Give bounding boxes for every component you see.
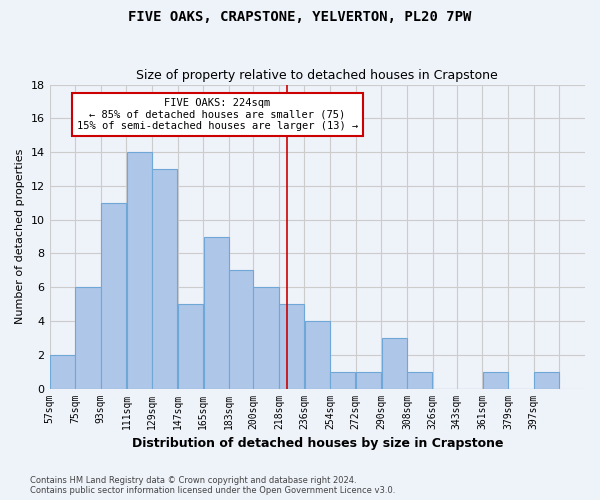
Bar [178, 304, 203, 388]
Bar [152, 169, 178, 388]
Bar [76, 287, 101, 388]
Bar [356, 372, 381, 388]
Bar [101, 203, 126, 388]
Bar [305, 321, 330, 388]
Bar [253, 287, 278, 388]
Bar [483, 372, 508, 388]
Bar [229, 270, 253, 388]
Bar [534, 372, 559, 388]
Bar [203, 236, 229, 388]
Y-axis label: Number of detached properties: Number of detached properties [15, 149, 25, 324]
Title: Size of property relative to detached houses in Crapstone: Size of property relative to detached ho… [136, 69, 498, 82]
Text: FIVE OAKS: 224sqm
← 85% of detached houses are smaller (75)
15% of semi-detached: FIVE OAKS: 224sqm ← 85% of detached hous… [77, 98, 358, 132]
Bar [279, 304, 304, 388]
Bar [382, 338, 407, 388]
Bar [50, 355, 75, 388]
Text: FIVE OAKS, CRAPSTONE, YELVERTON, PL20 7PW: FIVE OAKS, CRAPSTONE, YELVERTON, PL20 7P… [128, 10, 472, 24]
Bar [127, 152, 152, 388]
Bar [331, 372, 355, 388]
X-axis label: Distribution of detached houses by size in Crapstone: Distribution of detached houses by size … [131, 437, 503, 450]
Bar [407, 372, 433, 388]
Text: Contains HM Land Registry data © Crown copyright and database right 2024.
Contai: Contains HM Land Registry data © Crown c… [30, 476, 395, 495]
